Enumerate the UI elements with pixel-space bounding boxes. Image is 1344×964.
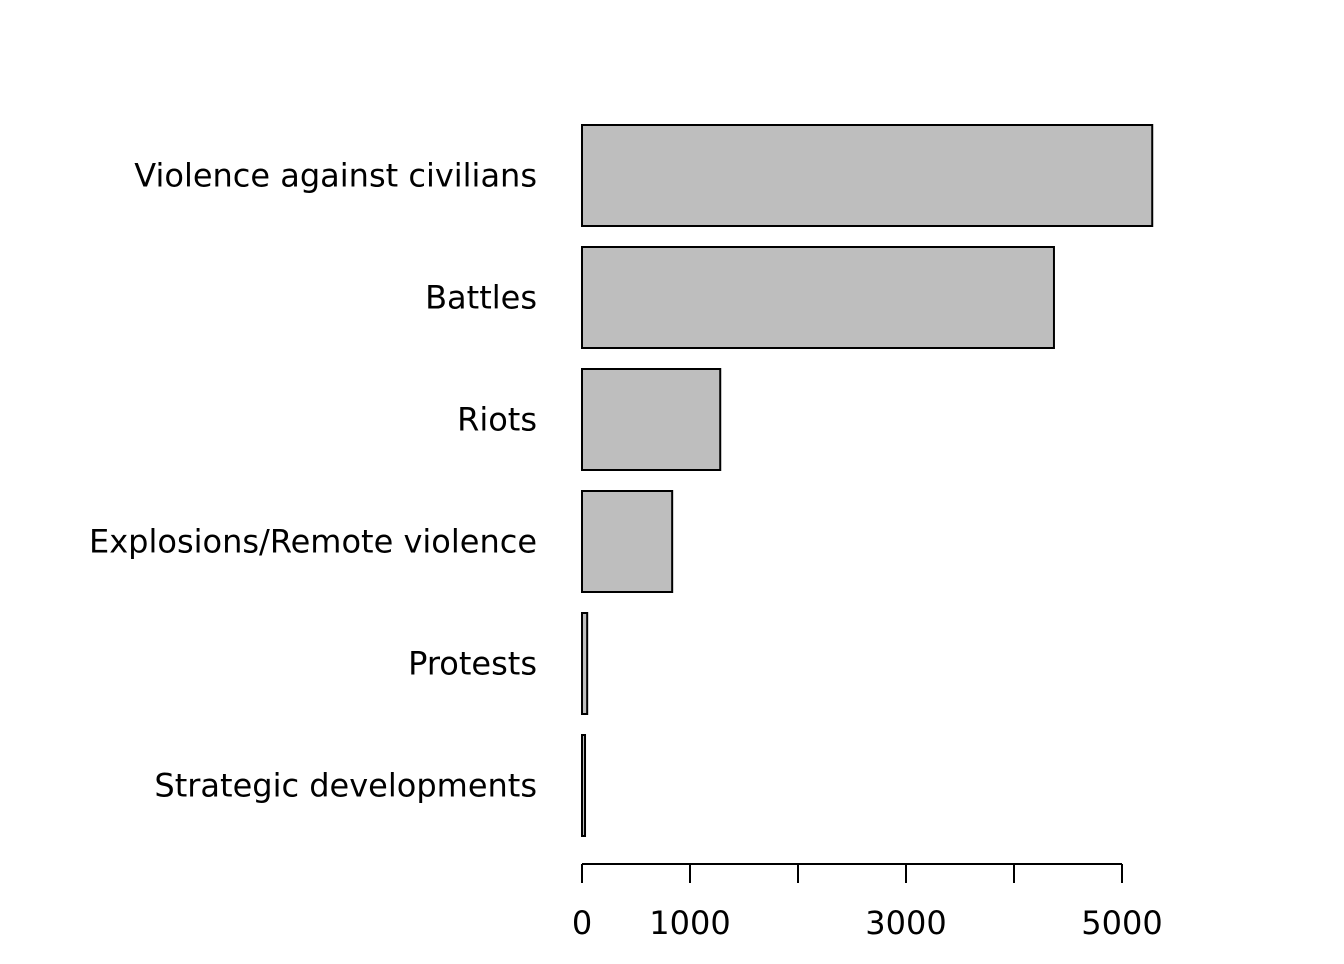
category-label-protests: Protests (408, 645, 537, 683)
x-tick-label-3000: 3000 (865, 904, 946, 942)
category-labels: Violence against civilians Battles Riots Ex… (89, 157, 537, 805)
x-tick-label-1000: 1000 (649, 904, 730, 942)
bar-riots (581, 368, 722, 471)
bar-battles (581, 246, 1055, 349)
category-label-battles: Battles (425, 279, 537, 317)
category-label-strategic-developments: Strategic developments (154, 767, 537, 805)
category-label-riots: Riots (457, 401, 537, 439)
x-tick-label-5000: 5000 (1081, 904, 1162, 942)
x-axis-ticks: 0 1000 3000 5000 (572, 864, 1163, 942)
x-tick-label-0: 0 (572, 904, 592, 942)
category-label-violence-against-civilians: Violence against civilians (134, 157, 537, 195)
category-label-explosions-remote-violence: Explosions/Remote violence (89, 523, 537, 561)
bar-protests (581, 612, 589, 715)
x-axis: 0 1000 3000 5000 (572, 863, 1163, 942)
bar-violence-against-civilians (581, 124, 1154, 227)
bar-strategic-developments (581, 734, 587, 837)
bar-explosions-remote-violence (581, 490, 674, 593)
bars-layer (581, 124, 1154, 837)
